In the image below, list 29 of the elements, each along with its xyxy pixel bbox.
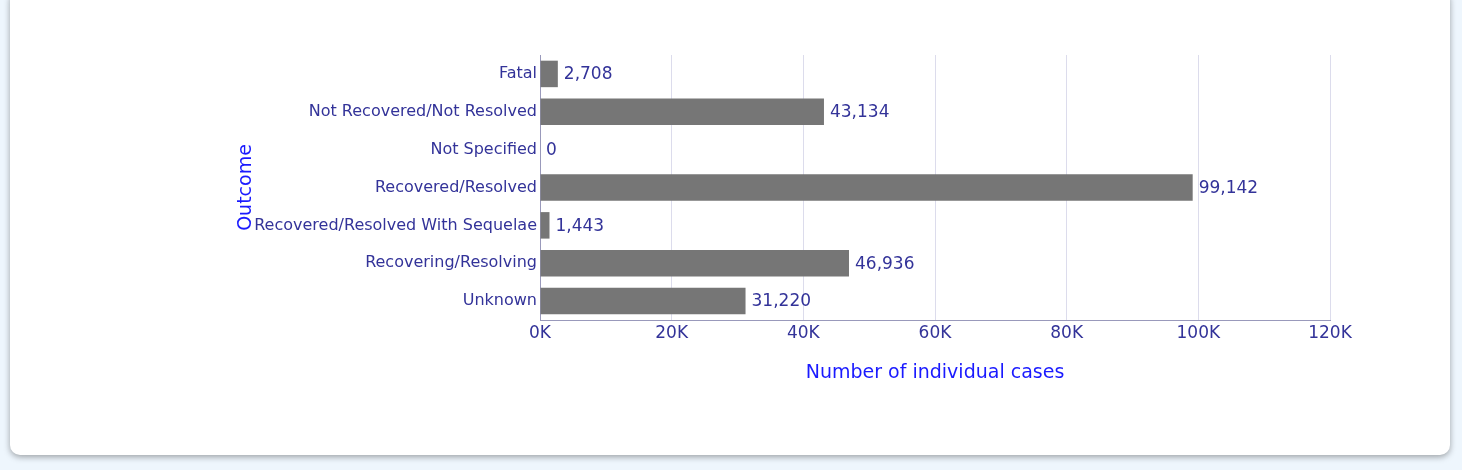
y-tick-label: Not Recovered/Not Resolved: [308, 100, 537, 120]
bar: [540, 212, 550, 239]
bar: [540, 98, 824, 126]
bar: [540, 287, 746, 315]
y-tick-label: Recovered/Resolved: [374, 176, 537, 196]
x-axis-title: Number of individual cases: [805, 359, 1065, 382]
x-tick-label: 60K: [918, 321, 953, 342]
data-label: 0: [546, 139, 557, 160]
x-tick-label: 120K: [1308, 321, 1353, 342]
y-tick-label: Fatal: [498, 63, 537, 83]
x-tick-label: 0K: [529, 321, 552, 342]
y-tick-label: Not Specified: [430, 138, 537, 158]
x-tick-label: 80K: [1050, 321, 1084, 342]
x-tick-label: 20K: [655, 321, 689, 342]
data-label: 43,134: [829, 101, 890, 122]
y-axis-title: Outcome: [233, 144, 256, 231]
data-label: 31,220: [751, 290, 812, 311]
x-tick-label: 100K: [1176, 321, 1221, 342]
bar: [540, 60, 558, 88]
y-tick-label: Unknown: [462, 290, 537, 310]
y-tick-label: Recovered/Resolved With Sequelae: [254, 214, 537, 234]
data-label: 46,936: [855, 252, 915, 273]
bar: [540, 174, 1193, 201]
data-label: 2,708: [563, 63, 613, 84]
y-tick-label: Recovering/Resolving: [365, 252, 537, 272]
data-label: 99,142: [1198, 176, 1259, 197]
x-tick-label: 40K: [786, 321, 821, 342]
bar: [540, 249, 849, 277]
data-label: 1,443: [555, 214, 605, 235]
